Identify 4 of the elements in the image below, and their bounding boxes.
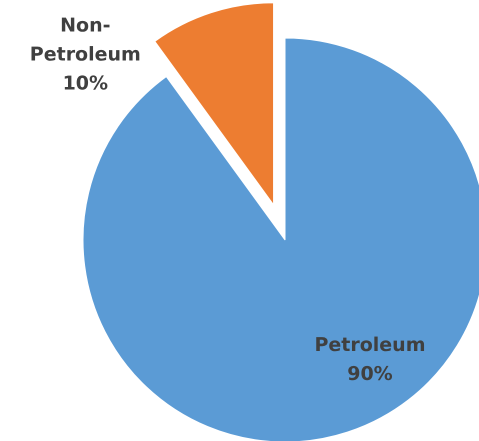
data-label: 90% bbox=[347, 362, 393, 385]
slice-label: Non-Petroleum bbox=[30, 14, 141, 66]
slice-label: Petroleum bbox=[314, 334, 426, 356]
data-label: 10% bbox=[62, 72, 108, 94]
